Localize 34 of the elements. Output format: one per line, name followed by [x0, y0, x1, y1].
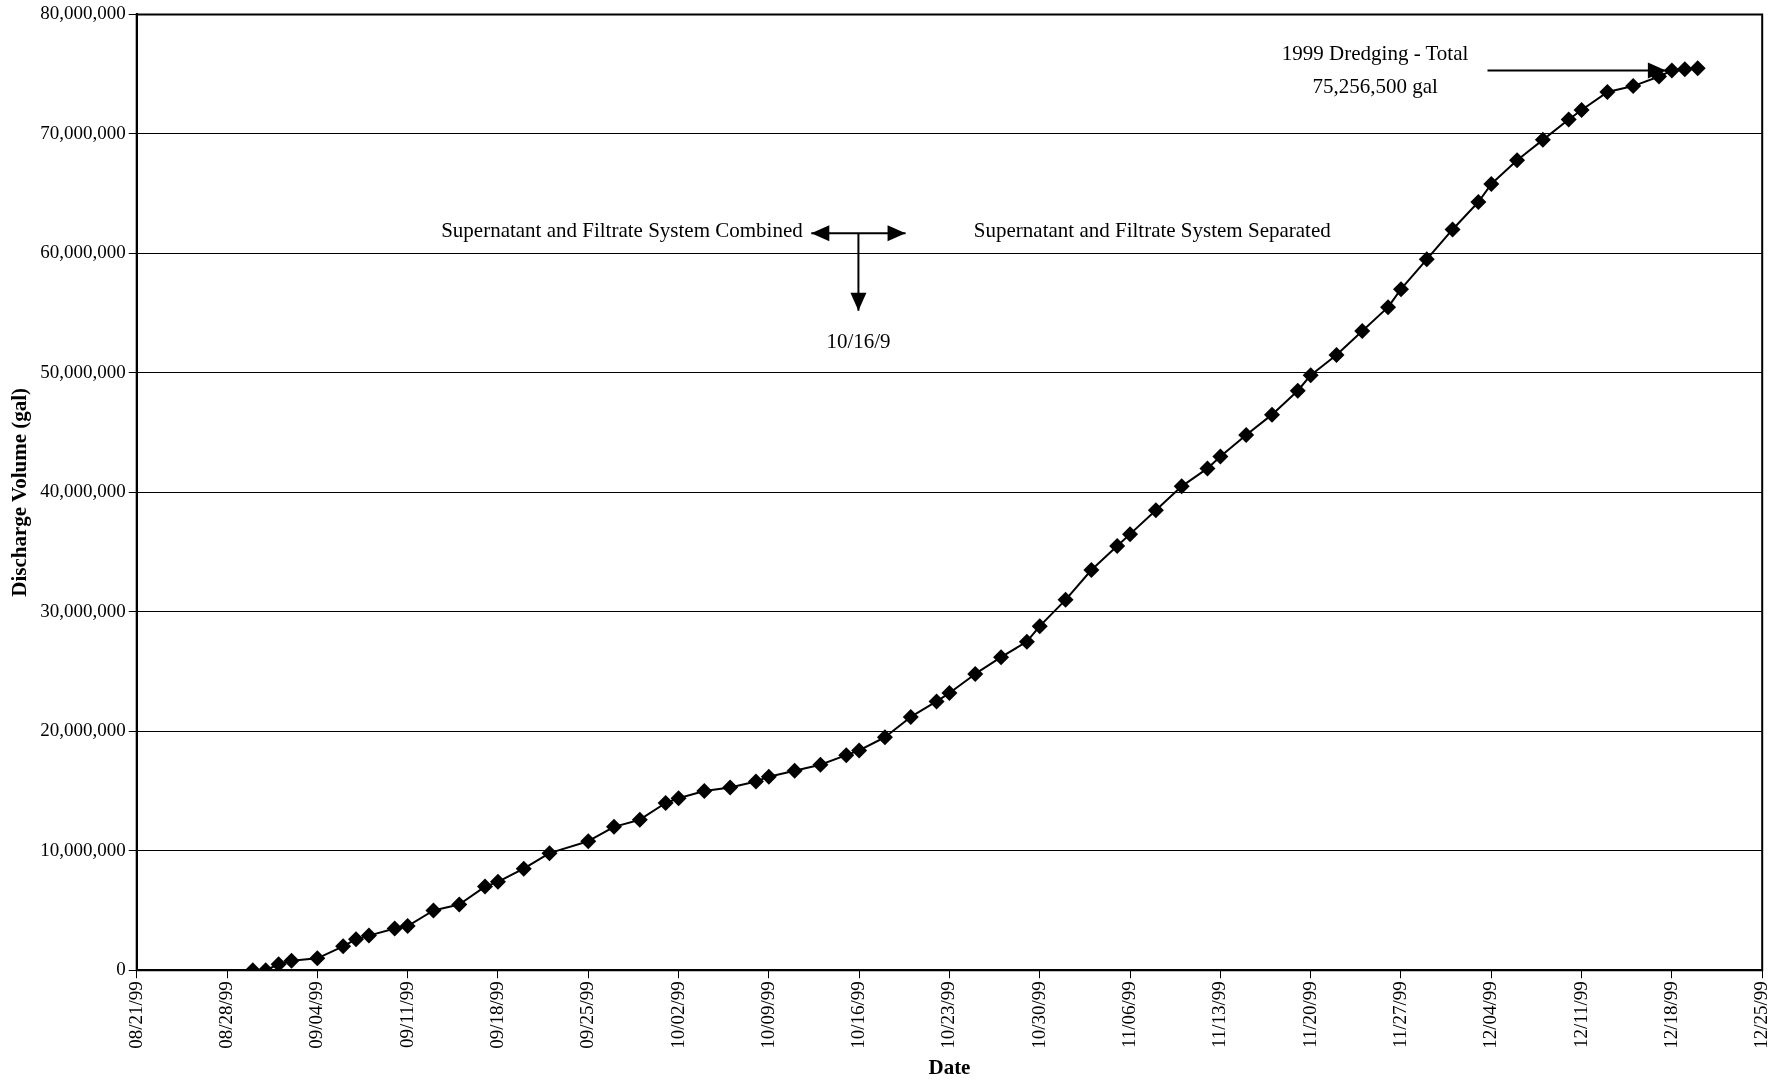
y-tick-label: 10,000,000: [40, 838, 126, 860]
annotation: Supernatant and Filtrate System Separated: [973, 216, 1331, 244]
x-tick-label: 11/27/99: [1388, 981, 1410, 1049]
x-tick-label: 12/25/99: [1750, 981, 1772, 1049]
x-tick-label: 09/25/99: [576, 981, 598, 1049]
x-tick-label: 10/23/99: [937, 981, 959, 1049]
y-axis-title: Discharge Volume (gal): [7, 387, 32, 597]
x-tick-label: 08/28/99: [214, 981, 236, 1049]
y-tick-label: 60,000,000: [40, 241, 126, 263]
x-tick-label: 09/18/99: [485, 981, 507, 1049]
x-axis-title: Date: [928, 1054, 971, 1079]
y-tick-label: 50,000,000: [40, 360, 126, 382]
annotation: Supernatant and Filtrate System Combined: [441, 216, 803, 244]
x-tick-label: 10/30/99: [1027, 981, 1049, 1049]
x-tick-label: 11/06/99: [1118, 981, 1140, 1049]
x-tick-label: 08/21/99: [124, 981, 146, 1049]
x-tick-label: 12/04/99: [1479, 981, 1501, 1049]
x-tick-label: 09/11/99: [395, 981, 417, 1049]
x-tick-label: 09/04/99: [305, 981, 327, 1049]
x-tick-label: 11/20/99: [1298, 981, 1320, 1049]
x-tick-label: 11/13/99: [1208, 981, 1230, 1049]
y-tick-label: 80,000,000: [40, 2, 126, 24]
x-tick-label: 10/16/99: [847, 981, 869, 1049]
annotation: 10/16/9: [826, 327, 891, 355]
y-tick-label: 40,000,000: [40, 480, 126, 502]
annotation: 1999 Dredging - Total 75,256,500 gal: [1281, 39, 1469, 100]
y-tick-label: 20,000,000: [40, 719, 126, 741]
x-tick-label: 12/18/99: [1659, 981, 1681, 1049]
x-tick-label: 12/11/99: [1569, 981, 1591, 1049]
x-tick-label: 10/02/99: [666, 981, 688, 1049]
y-tick-label: 70,000,000: [40, 121, 126, 143]
x-tick-label: 10/09/99: [756, 981, 778, 1049]
y-tick-label: 0: [116, 958, 126, 980]
y-tick-label: 30,000,000: [40, 599, 126, 621]
